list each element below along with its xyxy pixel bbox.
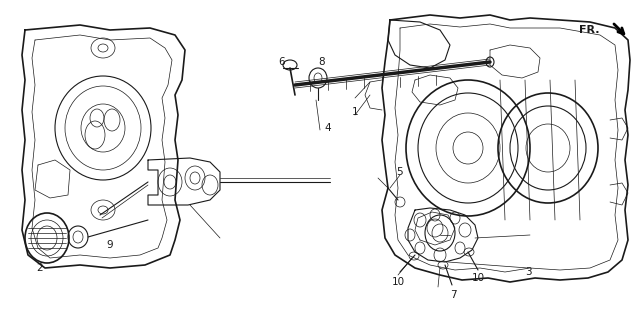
Text: 8: 8 [318,57,326,67]
Text: 4: 4 [325,123,331,133]
Text: 5: 5 [397,167,403,177]
Text: FR.: FR. [580,25,600,35]
Text: 10: 10 [471,273,485,283]
Text: 6: 6 [278,57,285,67]
Text: 2: 2 [37,263,43,273]
Text: 9: 9 [106,240,113,250]
Text: 10: 10 [392,277,404,287]
Text: 3: 3 [525,267,531,277]
Text: 7: 7 [450,290,456,300]
Text: 1: 1 [352,107,358,117]
